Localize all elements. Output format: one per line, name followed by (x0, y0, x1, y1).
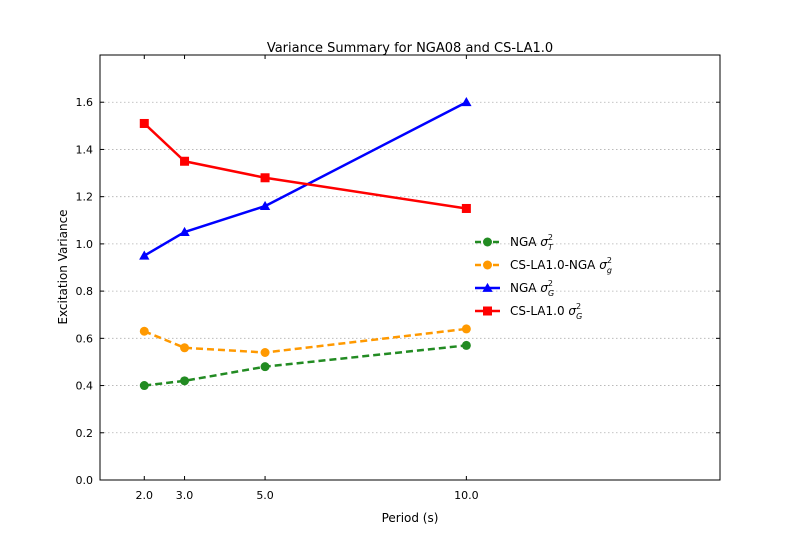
data-point (260, 362, 270, 372)
data-point (461, 340, 471, 350)
legend-item: CS-LA1.0-NGA σ2 g (475, 256, 612, 275)
data-point (139, 118, 149, 128)
series-2 (139, 97, 472, 260)
x-tick-label: 10.0 (454, 489, 479, 502)
legend-label: NGA σ2 T (510, 233, 554, 252)
x-tick-label: 3.0 (176, 489, 194, 502)
series-1 (139, 324, 471, 357)
data-point (180, 343, 190, 353)
data-point (483, 306, 492, 316)
y-axis-title: Excitation Variance (56, 209, 70, 324)
y-axis: 0.0 0.2 0.4 0.6 0.8 1.0 1.2 1.4 1.6 (76, 96, 720, 487)
y-tick-label: 1.0 (76, 238, 94, 251)
series-line (143, 327, 467, 354)
y-tick-label: 1.6 (76, 96, 94, 109)
data-point (180, 156, 190, 166)
data-point (260, 173, 270, 183)
legend-label: NGA σ2 G (510, 279, 554, 298)
data-point (461, 203, 471, 213)
grid (100, 101, 720, 481)
data-point (482, 282, 493, 292)
data-point (179, 226, 190, 236)
legend-item: CS-LA1.0 σ2 G (475, 302, 582, 321)
data-point (180, 376, 190, 386)
legend-item: NGA σ2 G (475, 279, 554, 298)
data-point (139, 326, 149, 336)
y-tick-label: 0.2 (76, 427, 94, 440)
series-line (143, 101, 467, 257)
data-point (259, 200, 271, 210)
data-point (461, 324, 471, 334)
data-point (139, 381, 149, 391)
legend-label: CS-LA1.0 σ2 G (510, 302, 582, 321)
data-point (139, 250, 150, 260)
x-axis-title: Period (s) (382, 511, 439, 525)
legend: NGA σ2 T CS-LA1.0-NGA σ2 g NGA σ2 G CS-LA1.0 σ… (475, 233, 612, 321)
series-line (144, 344, 467, 387)
x-tick-label: 2.0 (136, 489, 154, 502)
data-point (260, 348, 270, 357)
series-group (139, 97, 472, 391)
y-tick-label: 1.4 (76, 143, 94, 156)
series-3 (139, 118, 471, 213)
data-point (483, 237, 492, 247)
y-tick-label: 0.0 (76, 474, 94, 487)
y-tick-label: 0.4 (76, 380, 94, 393)
data-point (483, 260, 492, 270)
legend-label: CS-LA1.0-NGA σ2 g (510, 256, 612, 275)
x-axis: 2.0 3.0 5.0 10.0 (136, 55, 479, 502)
y-tick-label: 0.6 (76, 332, 94, 345)
plot-frame (99, 54, 721, 481)
y-tick-label: 0.8 (76, 285, 94, 298)
series-line (143, 122, 467, 210)
x-tick-label: 5.0 (256, 489, 274, 502)
series-0 (139, 340, 471, 391)
y-tick-label: 1.2 (76, 191, 94, 204)
chart-title: Variance Summary for NGA08 and CS-LA1.0 (267, 41, 553, 56)
data-point (461, 97, 472, 107)
legend-item: NGA σ2 T (475, 233, 554, 252)
